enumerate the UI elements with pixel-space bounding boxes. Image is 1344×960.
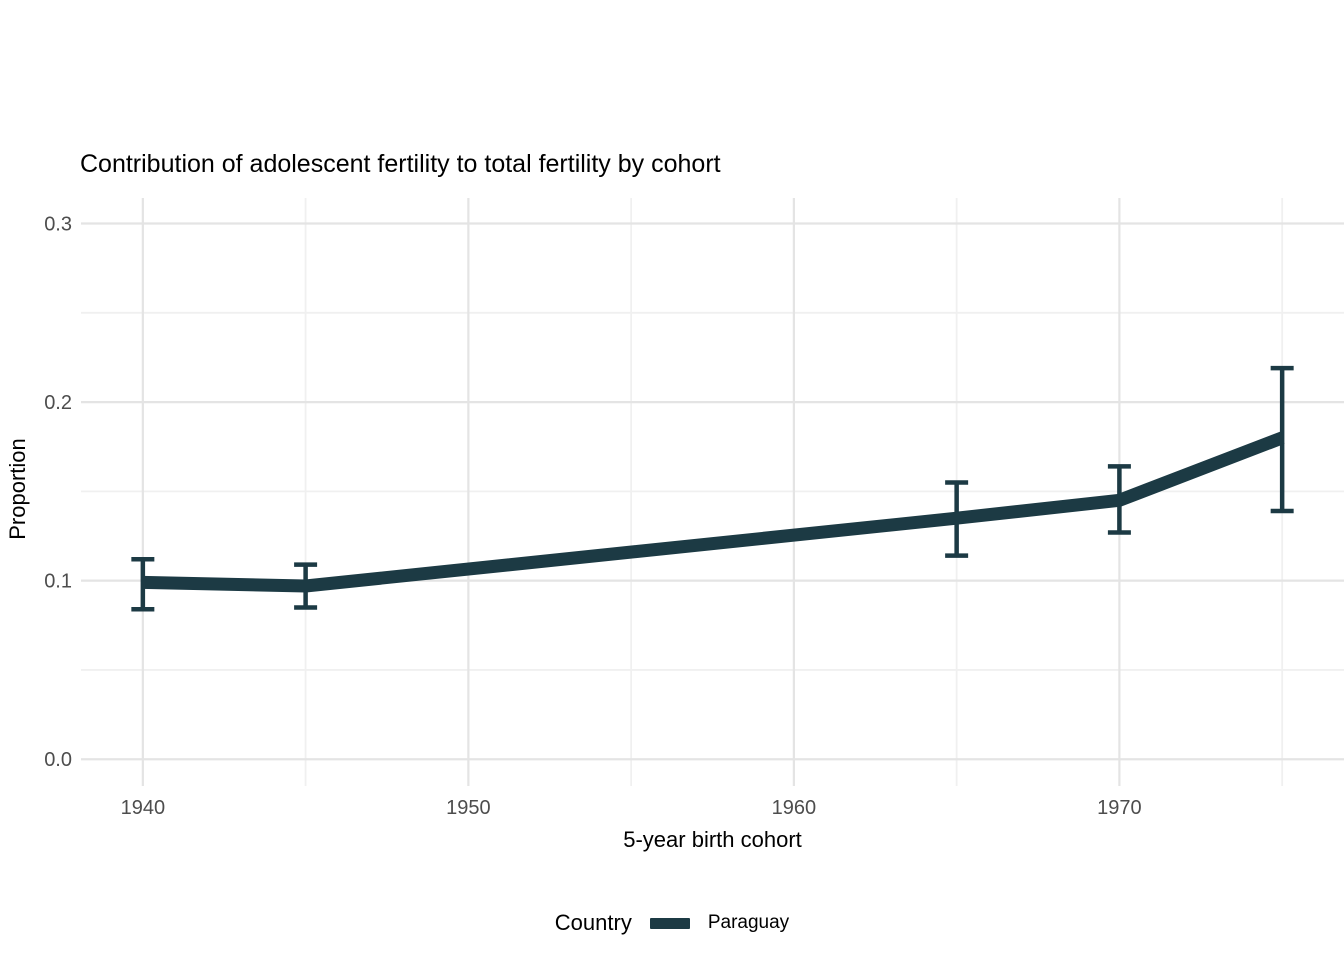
legend-entry-label: Paraguay bbox=[707, 912, 790, 933]
y-tick-label: 0.0 bbox=[44, 749, 72, 771]
y-axis-title: Proportion bbox=[5, 438, 30, 540]
legend-key-line-swatch bbox=[649, 917, 690, 929]
x-tick-label: 1950 bbox=[446, 797, 491, 819]
x-tick-label: 1970 bbox=[1097, 797, 1142, 819]
x-tick-label: 1960 bbox=[772, 797, 817, 819]
legend-title: Country bbox=[554, 910, 632, 935]
y-tick-label: 0.1 bbox=[44, 571, 72, 593]
legend: Country Paraguay bbox=[0, 903, 1344, 943]
chart-title: Contribution of adolescent fertility to … bbox=[80, 150, 721, 178]
x-tick-label: 1940 bbox=[121, 797, 166, 819]
y-tick-label: 0.3 bbox=[44, 214, 72, 236]
x-axis-title: 5-year birth cohort bbox=[623, 827, 802, 852]
y-tick-label: 0.2 bbox=[44, 392, 72, 414]
